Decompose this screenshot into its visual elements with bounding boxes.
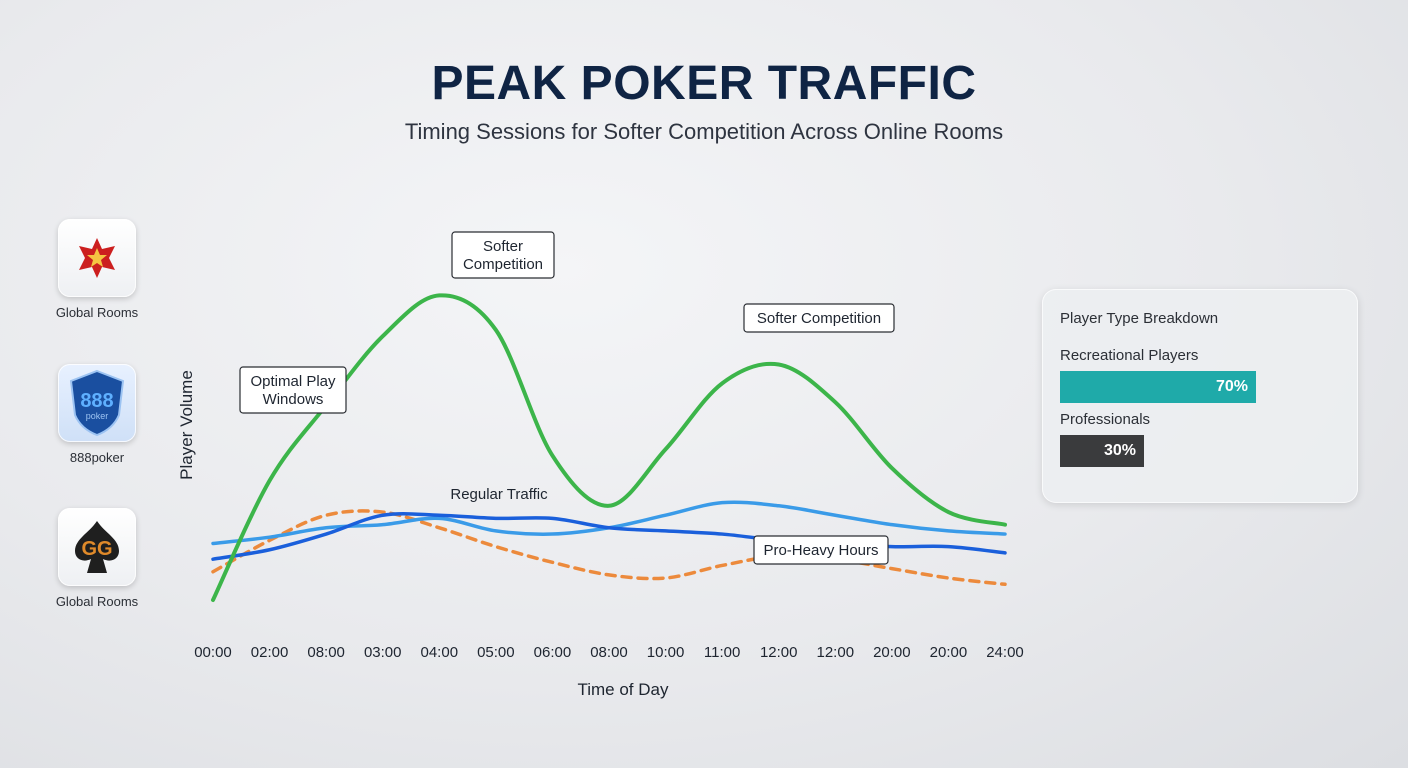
annotation-box <box>239 366 347 414</box>
breakdown-title: Player Type Breakdown <box>1060 310 1219 327</box>
room-label: 888poker <box>69 450 125 465</box>
annotation-box <box>743 303 895 333</box>
recreational-label: Recreational Players <box>1060 347 1199 364</box>
x-tick-label: 05:00 <box>477 644 515 661</box>
room-global-rooms-1[interactable]: Global Rooms <box>48 219 146 320</box>
annotation-box <box>451 231 555 279</box>
annotation-label: Optimal Play <box>250 373 336 390</box>
annotation-label: Pro-Heavy Hours <box>763 542 878 559</box>
svg-text:GG: GG <box>81 538 112 560</box>
x-axis-label: Time of Day <box>577 680 669 699</box>
annotation-box <box>753 535 889 565</box>
svg-text:poker: poker <box>86 411 109 421</box>
svg-text:888: 888 <box>80 390 113 412</box>
page-subtitle: Timing Sessions for Softer Competition A… <box>404 119 1004 144</box>
professionals-bar: 30% <box>1060 435 1144 467</box>
888-shield-icon: 888 poker <box>58 364 136 442</box>
room-label: Global Rooms <box>55 594 139 609</box>
x-tick-label: 02:00 <box>251 644 289 661</box>
x-tick-label: 06:00 <box>534 644 572 661</box>
x-tick-label: 03:00 <box>364 644 402 661</box>
professionals-value: 30% <box>1103 442 1136 459</box>
recreational-bar: 70% <box>1060 371 1256 403</box>
pokerstars-star-icon <box>58 219 136 297</box>
x-tick-label: 00:00 <box>194 644 232 661</box>
x-tick-label: 12:00 <box>760 644 798 661</box>
annotation-label: Softer Competition <box>757 310 881 327</box>
x-tick-label: 04:00 <box>421 644 459 661</box>
x-tick-label: 12:00 <box>817 644 855 661</box>
room-label: Global Rooms <box>55 305 139 320</box>
x-tick-label: 24:00 <box>986 644 1024 661</box>
annotation-label: Windows <box>263 391 324 408</box>
room-global-rooms-2[interactable]: GG Global Rooms <box>48 508 146 609</box>
x-tick-label: 08:00 <box>590 644 628 661</box>
series-line-3 <box>211 509 1007 587</box>
x-tick-label: 08:00 <box>307 644 345 661</box>
x-tick-label: 20:00 <box>930 644 968 661</box>
professionals-label: Professionals <box>1060 411 1151 428</box>
gg-spade-icon: GG <box>58 508 136 586</box>
x-tick-label: 10:00 <box>647 644 685 661</box>
annotation-label: Regular Traffic <box>450 486 548 503</box>
x-tick-label: 20:00 <box>873 644 911 661</box>
annotation-label: Softer <box>483 238 523 255</box>
page-title: PEAK POKER TRAFFIC <box>431 57 977 110</box>
annotation-label: Competition <box>463 256 543 273</box>
x-tick-label: 11:00 <box>704 644 740 661</box>
room-888poker[interactable]: 888 poker 888poker <box>48 364 146 465</box>
recreational-value: 70% <box>1215 378 1248 395</box>
player-type-breakdown-panel: Player Type Breakdown Recreational Playe… <box>1042 289 1358 503</box>
y-axis-label: Player Volume <box>177 370 196 480</box>
